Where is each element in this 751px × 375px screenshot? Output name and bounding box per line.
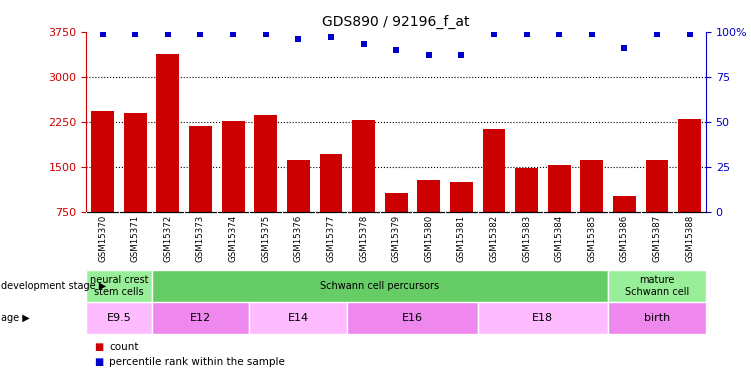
Text: GSM15387: GSM15387	[653, 215, 662, 262]
Bar	[222, 121, 245, 212]
Point	[325, 34, 337, 40]
Text: mature
Schwann cell: mature Schwann cell	[625, 275, 689, 297]
Bar	[483, 129, 505, 212]
Bar	[152, 302, 249, 334]
Bar	[249, 302, 347, 334]
Text: GSM15375: GSM15375	[261, 215, 270, 262]
Point	[520, 31, 532, 37]
Bar	[547, 165, 571, 212]
Text: GSM15384: GSM15384	[555, 215, 564, 262]
Text: GSM15385: GSM15385	[587, 215, 596, 262]
Text: GSM15373: GSM15373	[196, 215, 205, 262]
Point	[488, 31, 500, 37]
Bar	[347, 302, 478, 334]
Bar	[678, 120, 701, 212]
Point	[292, 36, 304, 42]
Point	[618, 45, 630, 51]
Bar	[156, 54, 179, 212]
Text: ■: ■	[94, 342, 103, 352]
Text: GSM15386: GSM15386	[620, 215, 629, 262]
Bar	[613, 196, 636, 212]
Text: GSM15381: GSM15381	[457, 215, 466, 262]
Bar	[319, 154, 342, 212]
Text: Schwann cell percursors: Schwann cell percursors	[320, 281, 439, 291]
Bar	[450, 183, 473, 212]
Bar	[152, 270, 608, 302]
Text: GSM15383: GSM15383	[522, 215, 531, 262]
Bar	[86, 302, 152, 334]
Bar	[608, 270, 706, 302]
Bar	[92, 111, 114, 212]
Text: percentile rank within the sample: percentile rank within the sample	[109, 357, 285, 367]
Text: GSM15378: GSM15378	[359, 215, 368, 262]
Bar	[385, 193, 408, 212]
Text: birth: birth	[644, 313, 670, 323]
Text: ■: ■	[94, 357, 103, 367]
Text: E12: E12	[190, 313, 211, 323]
Text: count: count	[109, 342, 138, 352]
Point	[357, 42, 369, 48]
Bar	[352, 120, 375, 212]
Text: E9.5: E9.5	[107, 313, 131, 323]
Text: neural crest
stem cells: neural crest stem cells	[89, 275, 148, 297]
Point	[97, 31, 109, 37]
Point	[227, 31, 239, 37]
Text: GSM15380: GSM15380	[424, 215, 433, 262]
Point	[651, 31, 663, 37]
Point	[162, 31, 174, 37]
Bar	[478, 302, 608, 334]
Bar	[581, 160, 603, 212]
Point	[129, 31, 141, 37]
Text: E16: E16	[402, 313, 423, 323]
Text: GSM15374: GSM15374	[228, 215, 237, 262]
Point	[195, 31, 207, 37]
Bar	[86, 270, 152, 302]
Bar	[418, 180, 440, 212]
Point	[683, 31, 695, 37]
Point	[391, 47, 403, 53]
Bar	[189, 126, 212, 212]
Point	[423, 52, 435, 58]
Text: GSM15388: GSM15388	[685, 215, 694, 262]
Point	[586, 31, 598, 37]
Text: GSM15370: GSM15370	[98, 215, 107, 262]
Text: GSM15382: GSM15382	[490, 215, 499, 262]
Bar	[255, 115, 277, 212]
Point	[260, 31, 272, 37]
Bar	[646, 160, 668, 212]
Point	[553, 31, 566, 37]
Bar	[287, 160, 309, 212]
Bar	[608, 302, 706, 334]
Point	[455, 52, 467, 58]
Title: GDS890 / 92196_f_at: GDS890 / 92196_f_at	[322, 15, 470, 30]
Text: GSM15372: GSM15372	[164, 215, 173, 262]
Text: E18: E18	[532, 313, 553, 323]
Bar	[124, 113, 146, 212]
Text: E14: E14	[288, 313, 309, 323]
Text: GSM15379: GSM15379	[392, 215, 400, 262]
Text: GSM15377: GSM15377	[327, 215, 336, 262]
Text: GSM15371: GSM15371	[131, 215, 140, 262]
Text: development stage ▶: development stage ▶	[1, 281, 106, 291]
Bar	[515, 168, 538, 212]
Text: age ▶: age ▶	[1, 313, 29, 323]
Text: GSM15376: GSM15376	[294, 215, 303, 262]
